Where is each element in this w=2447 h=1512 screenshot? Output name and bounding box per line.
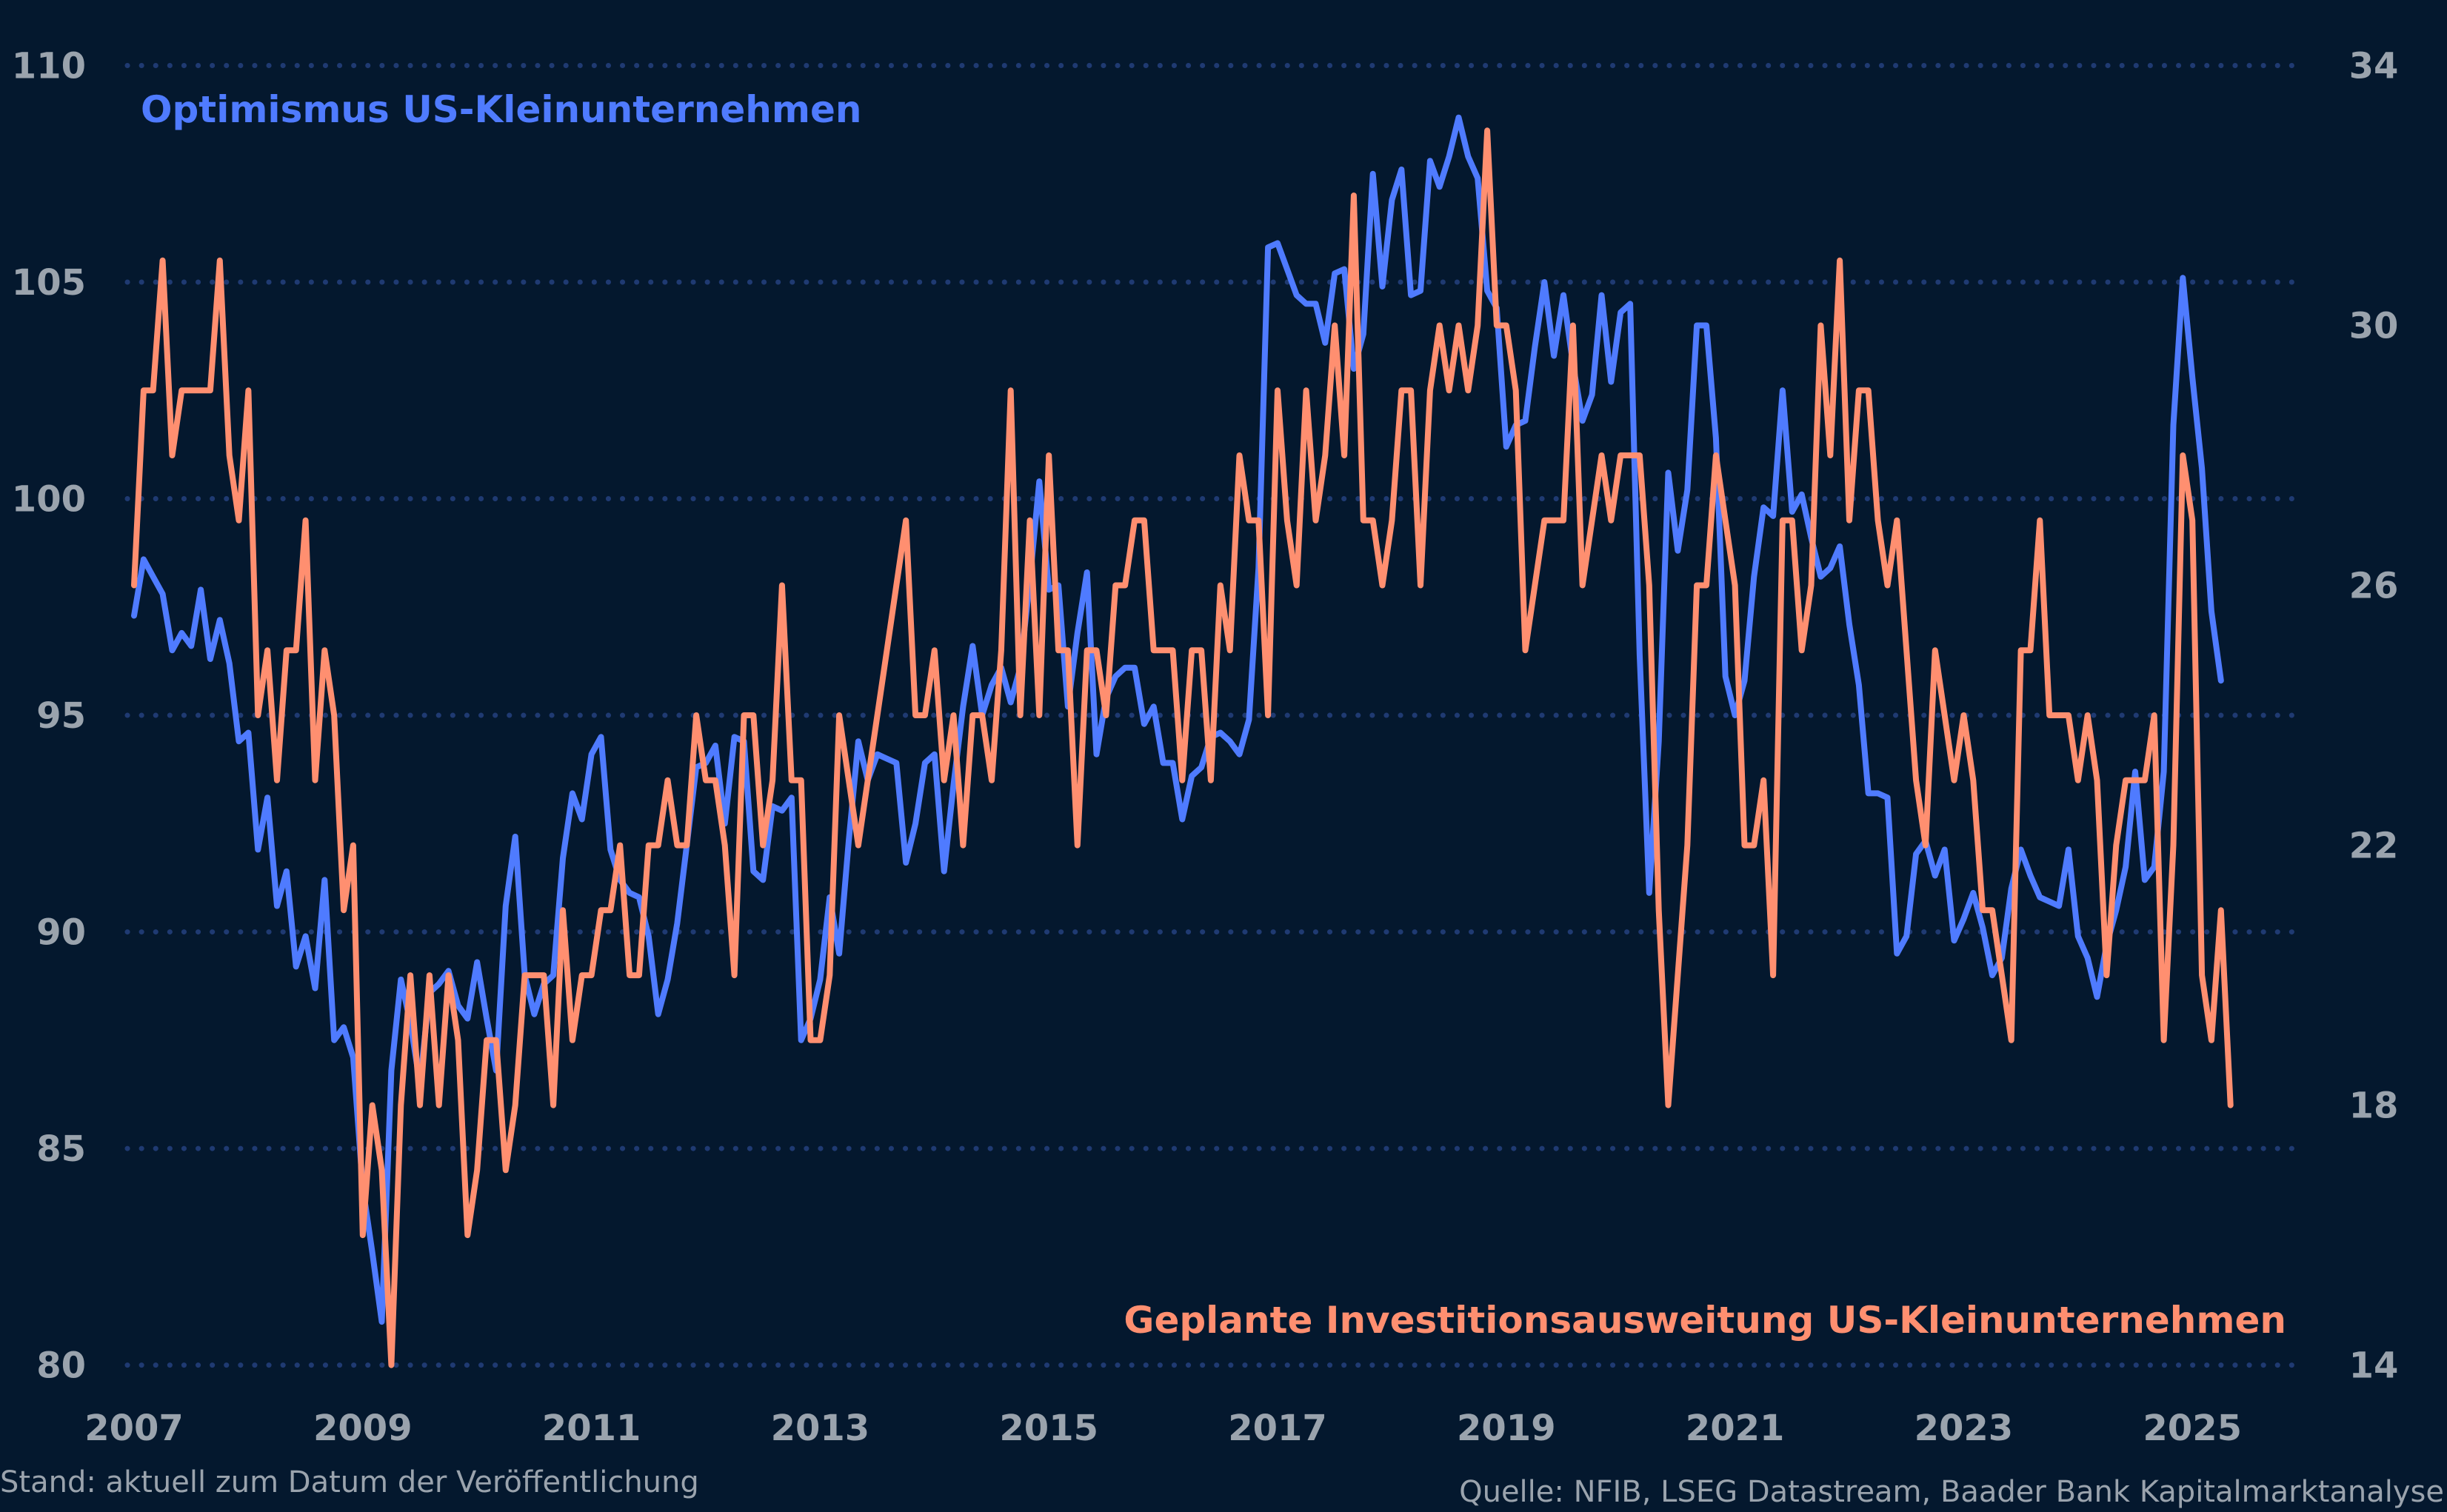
left-tick-label: 100 bbox=[12, 479, 86, 521]
series-line-right bbox=[131, 127, 2234, 1368]
right-tick-label: 30 bbox=[2349, 306, 2399, 347]
x-tick-label: 2011 bbox=[542, 1408, 641, 1449]
x-tick-label: 2015 bbox=[999, 1408, 1098, 1449]
x-tick-label: 2009 bbox=[313, 1408, 413, 1449]
footer-right: Quelle: NFIB, LSEG Datastream, Baader Ba… bbox=[1459, 1475, 2444, 1509]
series-line-left bbox=[131, 114, 2224, 1325]
x-axis-ticks: 2007 2009 2011 2013 2015 2017 2019 2021 2023 2025 bbox=[84, 1408, 2242, 1449]
right-axis-ticks: 14 18 22 26 30 34 bbox=[2349, 46, 2399, 1387]
left-axis-ticks: 80 85 90 95 100 105 110 bbox=[12, 46, 86, 1387]
left-tick-label: 95 bbox=[36, 695, 86, 737]
left-tick-label: 90 bbox=[36, 912, 86, 954]
left-tick-label: 85 bbox=[36, 1128, 86, 1170]
legend-blue: Optimismus US-Kleinunternehmen bbox=[141, 88, 861, 131]
left-tick-label: 105 bbox=[12, 262, 86, 304]
x-tick-label: 2013 bbox=[771, 1408, 870, 1449]
legend-orange: Geplante Investitionsausweitung US-Klein… bbox=[1124, 1299, 2286, 1342]
left-tick-label: 110 bbox=[12, 46, 86, 87]
x-tick-label: 2017 bbox=[1228, 1408, 1327, 1449]
x-tick-label: 2007 bbox=[84, 1408, 184, 1449]
x-tick-label: 2019 bbox=[1457, 1408, 1556, 1449]
right-tick-label: 26 bbox=[2349, 566, 2399, 607]
x-tick-label: 2025 bbox=[2143, 1408, 2242, 1449]
left-tick-label: 80 bbox=[36, 1345, 86, 1387]
right-tick-label: 14 bbox=[2349, 1345, 2399, 1387]
right-tick-label: 34 bbox=[2349, 46, 2399, 87]
x-tick-label: 2023 bbox=[1914, 1408, 2014, 1449]
x-tick-label: 2021 bbox=[1686, 1408, 1785, 1449]
series-lines bbox=[131, 114, 2234, 1368]
right-tick-label: 18 bbox=[2349, 1086, 2399, 1127]
right-tick-label: 22 bbox=[2349, 826, 2399, 867]
footer-left: Stand: aktuell zum Datum der Veröffentli… bbox=[0, 1465, 699, 1499]
